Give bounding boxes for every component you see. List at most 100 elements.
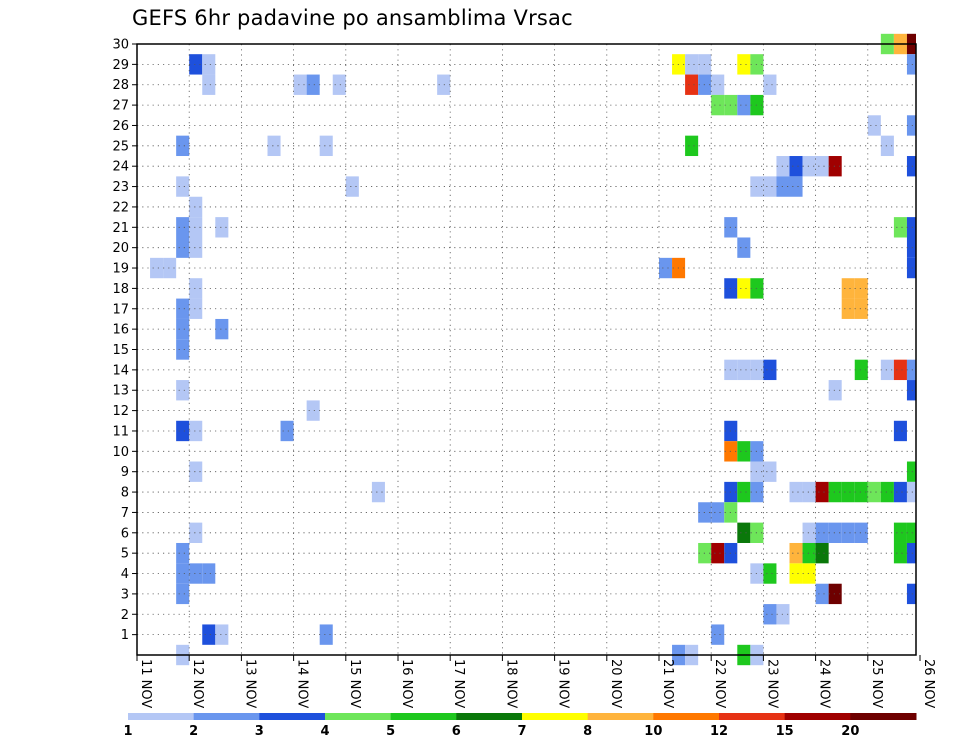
heatmap-cell (711, 74, 725, 95)
heatmap-cell (854, 278, 868, 299)
heatmap-cell (711, 94, 725, 116)
heatmap-cell (215, 318, 229, 340)
heatmap-cell (828, 380, 842, 401)
heatmap-cell (163, 257, 177, 279)
heatmap-cell (189, 54, 203, 75)
heatmap-cell (763, 461, 777, 482)
x-tick-label: 20 NOV (608, 659, 623, 708)
colorbar: 1 2 3 4 5 6 7 8 10 12 15 20 (123, 713, 917, 739)
heatmap-cell (176, 217, 190, 238)
y-tick-label: 1 (121, 628, 129, 643)
heatmap-cell (867, 115, 881, 136)
heatmap-cell (176, 542, 190, 564)
heatmap-cell (437, 74, 451, 95)
y-tick-label: 6 (121, 526, 129, 541)
heatmap-cell (828, 156, 842, 177)
x-tick-label: 11 NOV (138, 659, 153, 708)
heatmap-cell (802, 156, 816, 177)
y-tick-label: 24 (112, 160, 129, 175)
heatmap-cell (815, 522, 829, 543)
x-tick-label: 18 NOV (503, 659, 518, 708)
heatmap-cell (828, 583, 842, 605)
heatmap-cell (737, 359, 751, 381)
heatmap-cell (867, 481, 881, 503)
heatmap-cell (906, 217, 916, 238)
heatmap-cell (280, 420, 294, 442)
x-tick-label: 21 NOV (660, 659, 675, 708)
colorbar-label: 8 (583, 724, 592, 739)
x-tick-label: 14 NOV (295, 659, 310, 708)
heatmap-cell (189, 461, 203, 482)
heatmap-cell (906, 257, 916, 279)
heatmap-cell (815, 156, 829, 177)
heatmap-cell (345, 176, 359, 197)
colorbar-label: 6 (452, 724, 461, 739)
heatmap-cell (906, 461, 916, 482)
heatmap-cell (737, 278, 751, 299)
heatmap-cell (189, 278, 203, 299)
heatmap-cell (763, 563, 777, 584)
heatmap-cell (176, 380, 190, 401)
heatmap-cell (711, 542, 725, 564)
heatmap-cell (737, 522, 751, 543)
heatmap-cell (685, 54, 699, 75)
y-tick-label: 23 (112, 180, 129, 195)
heatmap-cell (306, 400, 320, 421)
heatmap-cell (828, 522, 842, 543)
heatmap-cell (306, 74, 320, 95)
heatmap-cell (189, 217, 203, 238)
y-tick-label: 25 (112, 139, 129, 154)
heatmap-cell (815, 542, 829, 564)
x-tick-label: 19 NOV (556, 659, 571, 708)
colorbar-label: 7 (517, 724, 526, 739)
heatmap-cell (880, 481, 894, 503)
heatmap-cell (802, 563, 816, 584)
x-tick-label: 26 NOV (921, 659, 936, 708)
x-tick-label: 24 NOV (817, 659, 832, 708)
heatmap-cell (176, 339, 190, 360)
y-tick-label: 14 (112, 363, 129, 378)
y-tick-label: 7 (121, 506, 129, 521)
heatmap-cell (789, 563, 803, 584)
heatmap-cell (841, 278, 855, 299)
colorbar-swatch (390, 713, 457, 720)
heatmap-cell (906, 380, 916, 401)
heatmap-cell (267, 135, 281, 157)
heatmap-cell (763, 74, 777, 95)
heatmap-cell (293, 74, 307, 95)
heatmap-cell (815, 481, 829, 503)
heatmap-cell (685, 74, 699, 95)
heatmap-cell (893, 522, 907, 543)
y-tick-label: 20 (112, 241, 129, 256)
colorbar-swatch (653, 713, 720, 720)
heatmap-cell (841, 481, 855, 503)
heatmap-cell (815, 583, 829, 605)
heatmap-cell (906, 54, 916, 75)
heatmap-cell (371, 481, 385, 503)
heatmap-cell (685, 135, 699, 157)
heatmap-cell (737, 237, 751, 258)
colorbar-label: 3 (255, 724, 264, 739)
y-tick-label: 27 (112, 99, 129, 114)
heatmap-cell (202, 624, 216, 645)
heatmap-cell (763, 176, 777, 197)
heatmap-cell (711, 624, 725, 645)
y-tick-label: 10 (112, 445, 129, 460)
heatmap-cell (189, 522, 203, 543)
heatmap-cell (906, 115, 916, 136)
colorbar-swatch (850, 713, 917, 720)
x-tick-label: 15 NOV (347, 659, 362, 708)
heatmap-cell (906, 583, 916, 605)
heatmap-cell (176, 176, 190, 197)
colorbar-swatch (587, 713, 654, 720)
y-tick-label: 30 (112, 38, 129, 53)
colorbar-label: 5 (386, 724, 395, 739)
heatmap-cell (215, 624, 229, 645)
heatmap-cell (176, 135, 190, 157)
y-tick-label: 8 (121, 486, 129, 501)
heatmap-cell (789, 542, 803, 564)
colorbar-label: 1 (123, 724, 132, 739)
heatmap-cell (854, 359, 868, 381)
y-tick-label: 12 (112, 404, 129, 419)
